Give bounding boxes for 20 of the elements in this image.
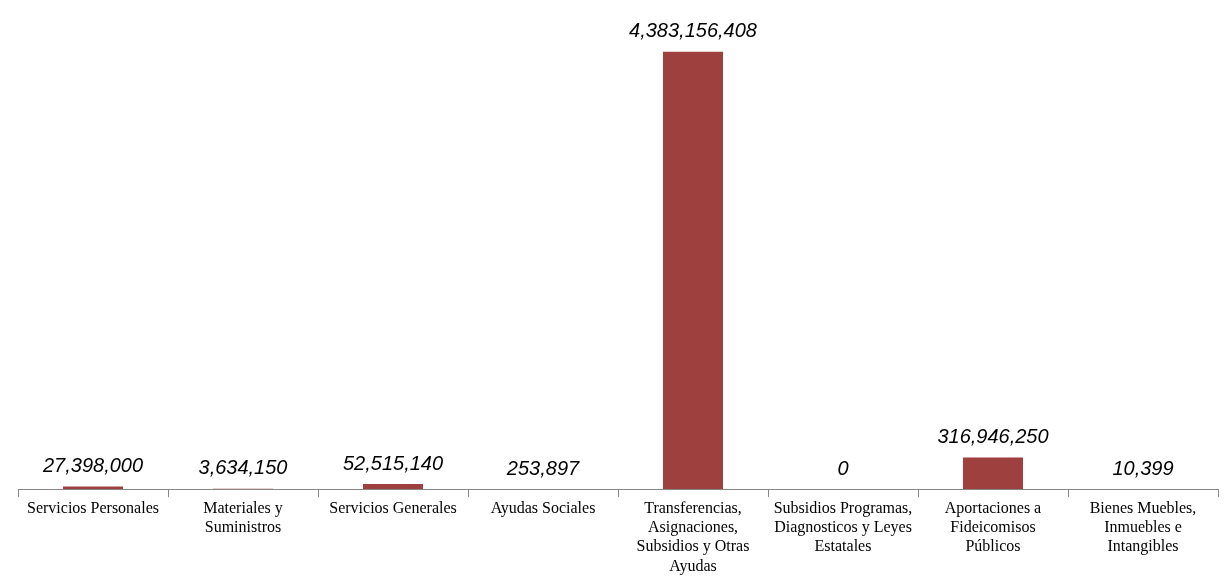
bar: [63, 486, 123, 490]
data-label: 3,634,150: [198, 456, 288, 479]
bar: [663, 51, 723, 490]
bar: [363, 483, 423, 490]
data-label: 27,398,000: [41, 454, 144, 477]
x-tick-label: Materiales y Suministros: [203, 499, 283, 536]
data-label: 253,897: [505, 456, 581, 479]
x-tick-label: Servicios Personales: [27, 499, 159, 516]
x-tick-label: Ayudas Sociales: [490, 499, 596, 517]
x-tick-label: Aportaciones a Fideicomisos Públicos: [944, 499, 1042, 555]
x-tick-label: Subsidios Programas, Diagnosticos y Leyes Estatales: [773, 499, 913, 555]
x-tick-label: Bienes Muebles, Inmuebles e Intangibles: [1089, 499, 1197, 556]
x-tick-label: Transferencias, Asignaciones, Subsidios y Otras Ayudas: [636, 499, 750, 575]
x-tick-label: Servicios Generales: [329, 499, 457, 516]
data-label: 10,399: [1112, 456, 1174, 479]
data-label: 52,515,140: [342, 451, 444, 474]
data-label: 0: [837, 456, 849, 479]
bar: [963, 457, 1023, 490]
data-label: 4,383,156,408: [629, 19, 757, 42]
data-label: 316,946,250: [937, 425, 1049, 448]
